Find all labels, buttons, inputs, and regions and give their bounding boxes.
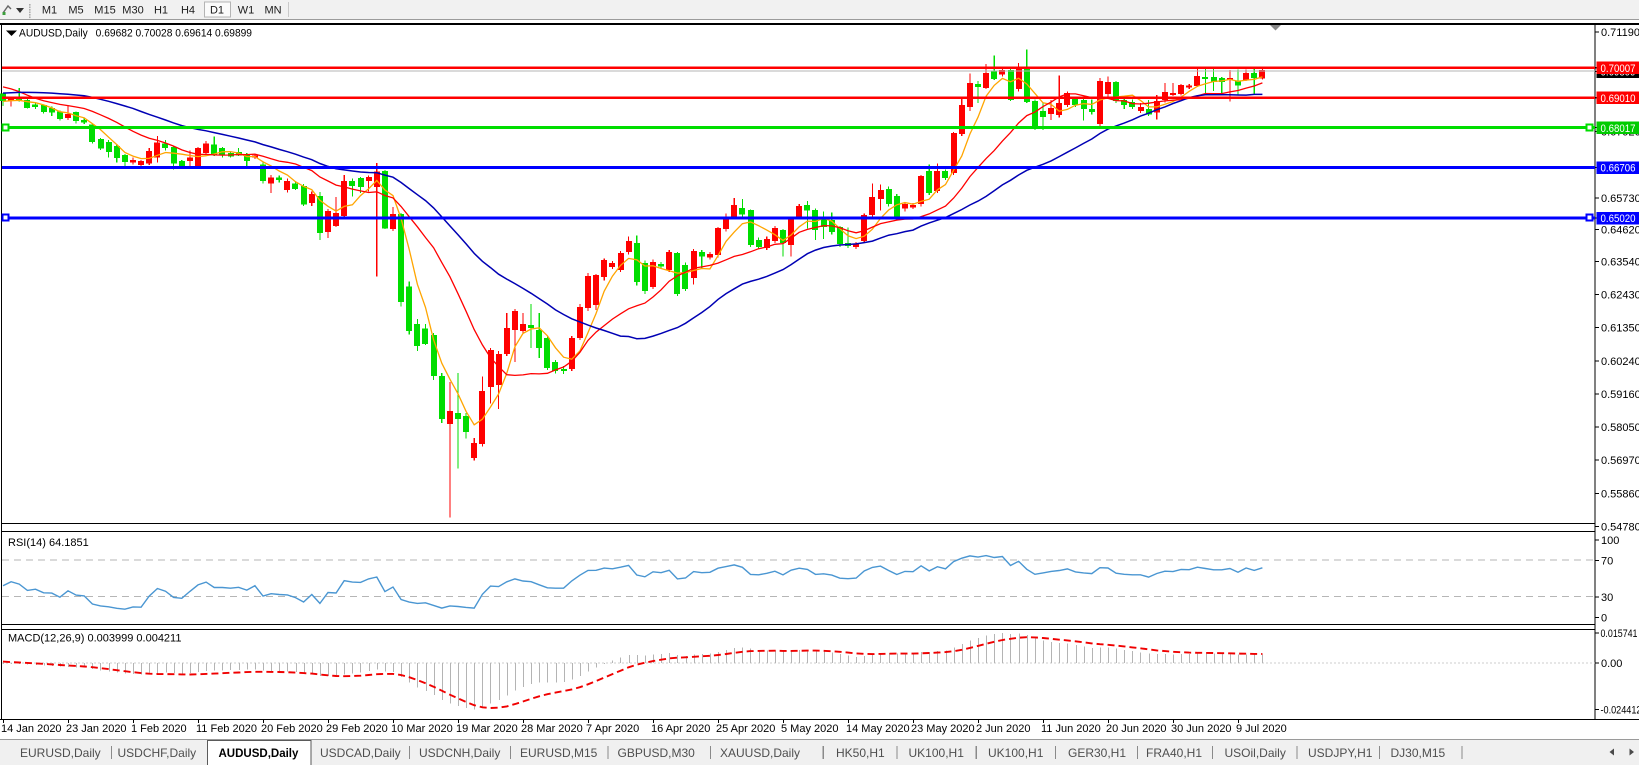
svg-text:7 Apr 2020: 7 Apr 2020 xyxy=(586,723,639,735)
svg-text:MN: MN xyxy=(264,5,281,17)
svg-text:XAUUSD,Daily: XAUUSD,Daily xyxy=(720,746,800,760)
svg-text:USDCHF,Daily: USDCHF,Daily xyxy=(118,746,197,760)
svg-text:USDJPY,H1: USDJPY,H1 xyxy=(1308,746,1373,760)
svg-text:30 Jun 2020: 30 Jun 2020 xyxy=(1171,723,1232,735)
svg-text:23 Jan 2020: 23 Jan 2020 xyxy=(66,723,127,735)
svg-text:28 Mar 2020: 28 Mar 2020 xyxy=(521,723,583,735)
svg-text:16 Apr 2020: 16 Apr 2020 xyxy=(651,723,710,735)
svg-text:0.56970: 0.56970 xyxy=(1601,455,1639,467)
svg-text:FRA40,H1: FRA40,H1 xyxy=(1146,746,1202,760)
svg-text:GER30,H1: GER30,H1 xyxy=(1068,746,1126,760)
svg-text:RSI(14) 64.1851: RSI(14) 64.1851 xyxy=(8,537,89,549)
svg-text:1 Feb 2020: 1 Feb 2020 xyxy=(131,723,187,735)
svg-text:0.54780: 0.54780 xyxy=(1601,522,1639,534)
svg-text:MACD(12,26,9) 0.003999 0.00421: MACD(12,26,9) 0.003999 0.004211 xyxy=(8,633,181,645)
svg-text:0.70007: 0.70007 xyxy=(1601,63,1636,75)
svg-text:0.66706: 0.66706 xyxy=(1601,163,1636,175)
svg-text:14 Jan 2020: 14 Jan 2020 xyxy=(1,723,62,735)
svg-text:70: 70 xyxy=(1601,556,1613,568)
svg-text:0: 0 xyxy=(1601,613,1607,625)
svg-text:0.55860: 0.55860 xyxy=(1601,489,1639,501)
svg-text:9 Jul 2020: 9 Jul 2020 xyxy=(1236,723,1287,735)
svg-text:EURUSD,M15: EURUSD,M15 xyxy=(520,746,598,760)
svg-text:11 Jun 2020: 11 Jun 2020 xyxy=(1041,723,1101,735)
svg-text:0.65730: 0.65730 xyxy=(1601,193,1639,205)
svg-text:0.61350: 0.61350 xyxy=(1601,323,1639,335)
svg-text:30: 30 xyxy=(1601,592,1613,604)
svg-text:2 Jun 2020: 2 Jun 2020 xyxy=(976,723,1030,735)
svg-text:USDCAD,Daily: USDCAD,Daily xyxy=(320,746,401,760)
svg-text:0.60240: 0.60240 xyxy=(1601,356,1639,368)
svg-text:10 Mar 2020: 10 Mar 2020 xyxy=(391,723,453,735)
svg-text:0.64620: 0.64620 xyxy=(1601,225,1639,237)
svg-text:GBPUSD,M30: GBPUSD,M30 xyxy=(618,746,696,760)
svg-text:0.00: 0.00 xyxy=(1601,658,1622,670)
svg-text:AUDUSD,Daily 0.69682 0.70028: AUDUSD,Daily 0.69682 0.70028 0.69614 0.6… xyxy=(19,28,252,40)
svg-text:D1: D1 xyxy=(210,5,224,17)
svg-text:0.015741: 0.015741 xyxy=(1601,628,1638,640)
svg-text:0.69010: 0.69010 xyxy=(1601,93,1636,105)
svg-text:UK100,H1: UK100,H1 xyxy=(988,746,1044,760)
svg-text:29 Feb 2020: 29 Feb 2020 xyxy=(326,723,388,735)
svg-text:M15: M15 xyxy=(94,5,115,17)
svg-text:14 May 2020: 14 May 2020 xyxy=(846,723,910,735)
svg-text:M30: M30 xyxy=(122,5,143,17)
svg-text:HK50,H1: HK50,H1 xyxy=(836,746,885,760)
svg-text:0.71190: 0.71190 xyxy=(1601,27,1639,39)
svg-text:0.58050: 0.58050 xyxy=(1601,422,1639,434)
svg-text:19 Mar 2020: 19 Mar 2020 xyxy=(456,723,518,735)
svg-text:11 Feb 2020: 11 Feb 2020 xyxy=(196,723,257,735)
svg-text:M5: M5 xyxy=(68,5,83,17)
svg-text:0.63540: 0.63540 xyxy=(1601,257,1639,269)
svg-text:M1: M1 xyxy=(42,5,57,17)
svg-text:25 Apr 2020: 25 Apr 2020 xyxy=(716,723,775,735)
svg-text:USDCNH,Daily: USDCNH,Daily xyxy=(419,746,500,760)
svg-text:23 May 2020: 23 May 2020 xyxy=(911,723,975,735)
svg-text:0.62430: 0.62430 xyxy=(1601,290,1639,302)
svg-text:0.68017: 0.68017 xyxy=(1601,123,1636,135)
svg-text:20 Feb 2020: 20 Feb 2020 xyxy=(261,723,323,735)
svg-text:H1: H1 xyxy=(154,5,168,17)
svg-text:20 Jun 2020: 20 Jun 2020 xyxy=(1106,723,1167,735)
svg-text:UK100,H1: UK100,H1 xyxy=(909,746,965,760)
svg-text:5 May 2020: 5 May 2020 xyxy=(781,723,838,735)
svg-text:EURUSD,Daily: EURUSD,Daily xyxy=(20,746,101,760)
svg-text:0.59160: 0.59160 xyxy=(1601,389,1639,401)
svg-text:H4: H4 xyxy=(181,5,195,17)
svg-text:W1: W1 xyxy=(238,5,255,17)
svg-text:-0.024412: -0.024412 xyxy=(1601,705,1639,717)
svg-text:DJ30,M15: DJ30,M15 xyxy=(1391,746,1446,760)
svg-text:USOil,Daily: USOil,Daily xyxy=(1225,746,1286,760)
svg-text:100: 100 xyxy=(1601,535,1619,547)
svg-text:AUDUSD,Daily: AUDUSD,Daily xyxy=(219,748,299,760)
svg-text:0.65020: 0.65020 xyxy=(1601,213,1636,225)
